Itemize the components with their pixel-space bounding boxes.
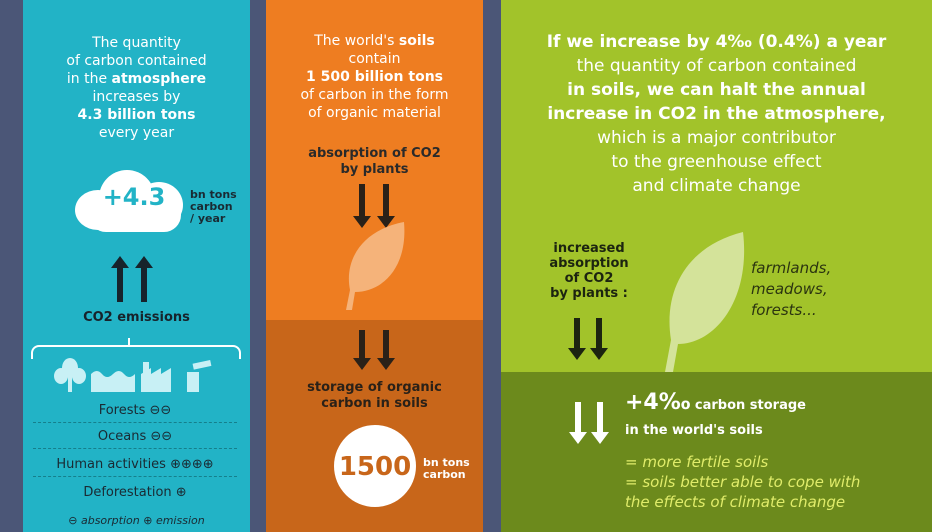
soils-line: of organic material <box>308 105 441 121</box>
cloud-unit: bn tons carbon / year <box>190 188 237 225</box>
soils-amount: 1 500 billion tons <box>306 69 443 85</box>
legend: ⊖ absorption ⊕ emission <box>68 514 205 527</box>
storage-subline: in the world's soils <box>625 423 763 438</box>
intro-line: of carbon contained <box>66 53 207 69</box>
source-row-human-activities: Human activities ⊕⊕⊕⊕ <box>33 457 237 477</box>
ocean-icon <box>91 371 135 392</box>
source-row-deforestation: Deforestation ⊕ <box>83 485 187 500</box>
increase-lower-band <box>501 372 932 532</box>
intro-line: increases by <box>92 89 181 105</box>
cloud-value: +4.3 <box>102 183 166 211</box>
soils-intro: The world's soils contain 1 500 billion … <box>266 32 483 122</box>
down-arrows-white-icon <box>569 402 609 444</box>
up-arrows-icon <box>111 256 153 302</box>
soil-carbon-circle <box>334 425 416 507</box>
brace-divider <box>31 345 241 359</box>
soil-carbon-unit: bn tons carbon <box>423 456 470 481</box>
headline-line: the quantity of carbon contained <box>576 56 857 76</box>
headline-line: which is a major contributor <box>597 128 836 148</box>
leaf-icon <box>346 222 405 310</box>
storage-headline: +4‰ carbon storage <box>625 390 806 415</box>
atmosphere-word: atmosphere <box>111 71 207 87</box>
factory-icon <box>141 362 171 392</box>
soils-panel: The world's soils contain 1 500 billion … <box>266 0 483 532</box>
headline-line: to the greenhouse effect <box>611 152 822 172</box>
source-row-oceans: Oceans ⊖⊖ <box>33 429 237 449</box>
soil-carbon-value: 1500 <box>338 452 412 482</box>
big-leaf-icon <box>665 232 745 372</box>
chainsaw-stump-icon <box>187 359 212 392</box>
benefits: = more fertile soils = soils better able… <box>625 453 861 511</box>
co2-emissions-label: CO2 emissions <box>83 310 190 325</box>
soils-line: contain <box>348 51 401 67</box>
soils-line: of carbon in the form <box>300 87 449 103</box>
headline: If we increase by 4‰ (0.4%) a year the q… <box>501 30 932 198</box>
headline-line: If we increase by 4‰ (0.4%) a year <box>546 32 887 52</box>
storage-value: +4‰ <box>625 390 691 415</box>
intro-amount: 4.3 billion tons <box>77 107 196 123</box>
tree-icon <box>54 358 86 392</box>
source-row-forests: Forests ⊖⊖ <box>33 403 237 423</box>
increased-absorption-label: increased absorption of CO2 by plants : <box>549 241 629 301</box>
soils-line: The world's soils <box>314 33 435 49</box>
down-arrows-icon-3 <box>568 318 608 360</box>
down-arrows-icon-2 <box>353 330 395 370</box>
atmosphere-intro: The quantity of carbon contained in the … <box>23 34 250 142</box>
down-arrows-icon <box>353 184 395 228</box>
intro-line: every year <box>98 125 175 141</box>
intro-line: The quantity <box>92 35 181 51</box>
land-types: farmlands, meadows, forests... <box>751 259 832 319</box>
intro-line: in the atmosphere <box>66 71 207 87</box>
absorption-label: absorption of CO2 by plants <box>308 146 441 177</box>
headline-line: in soils, we can halt the annual <box>567 80 866 100</box>
cloud-icon <box>75 168 195 232</box>
headline-line: increase in CO2 in the atmosphere, <box>547 104 886 124</box>
atmosphere-panel: The quantity of carbon contained in the … <box>23 0 250 532</box>
soils-word: soils <box>398 33 435 49</box>
headline-line: and climate change <box>632 176 801 196</box>
increase-panel: If we increase by 4‰ (0.4%) a year the q… <box>501 0 932 532</box>
storage-label: storage of organic carbon in soils <box>307 380 442 411</box>
